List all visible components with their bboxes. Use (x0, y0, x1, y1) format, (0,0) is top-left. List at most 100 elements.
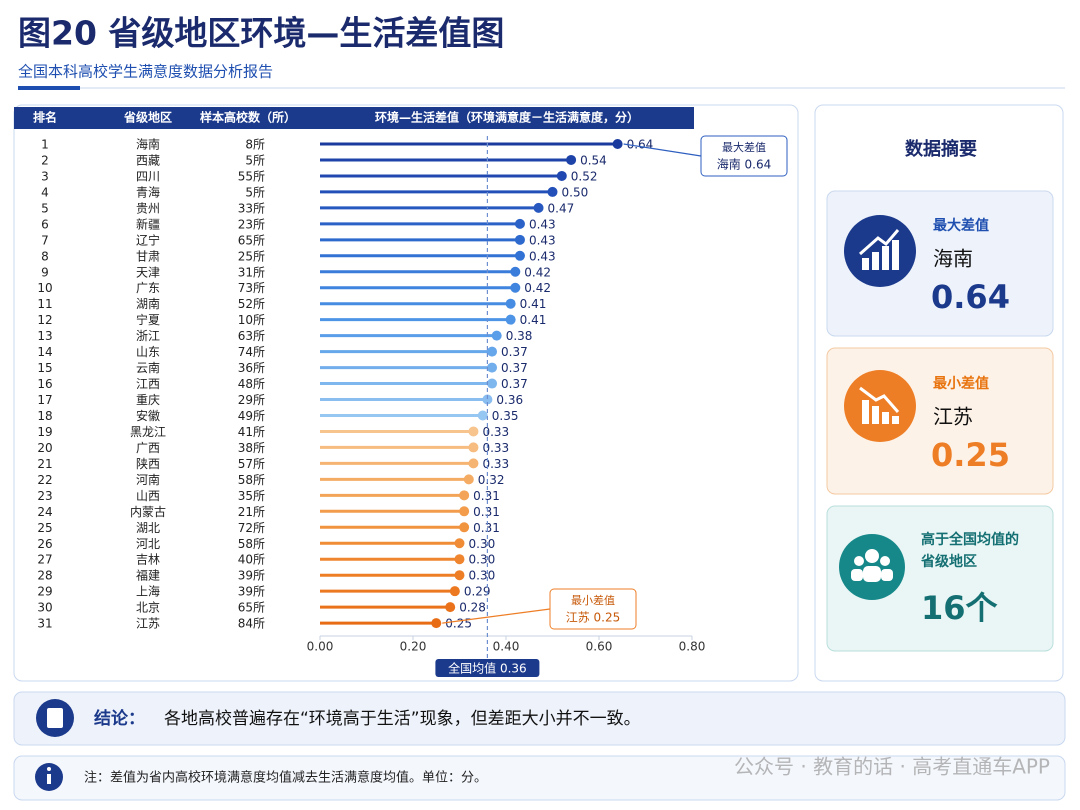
rank: 21 (37, 457, 52, 471)
sample-count: 48所 (238, 377, 265, 391)
sample-count: 5所 (245, 185, 265, 199)
sample-count: 38所 (238, 441, 265, 455)
rank: 7 (41, 233, 49, 247)
province: 重庆 (136, 393, 160, 407)
x-tick-label: 0.00 (307, 640, 334, 654)
dot (445, 602, 456, 613)
value-label: 0.33 (482, 425, 509, 439)
province: 广西 (136, 441, 160, 455)
rank: 3 (41, 169, 49, 183)
rank: 6 (41, 217, 49, 231)
sample-count: 35所 (238, 489, 265, 503)
card-title: 高于全国均值的省级地区 (920, 531, 1019, 570)
value-label: 0.43 (529, 249, 556, 263)
province: 青海 (136, 184, 160, 199)
sample-count: 58所 (238, 537, 265, 551)
rank: 12 (37, 313, 52, 327)
dot (505, 314, 516, 325)
sample-count: 57所 (238, 457, 265, 471)
x-tick-label: 0.60 (586, 640, 613, 654)
annotation-title: 最小差值 (571, 593, 615, 607)
icon-i-dot (47, 767, 51, 771)
value-label: 0.31 (473, 489, 500, 503)
province: 江西 (136, 377, 160, 391)
column-header: 省级地区 (123, 110, 172, 125)
value-label: 0.36 (496, 393, 523, 407)
province: 河南 (136, 472, 160, 487)
province: 海南 (136, 137, 160, 152)
rank: 20 (37, 441, 52, 455)
rank: 2 (41, 153, 49, 167)
card-value: 0.25 (931, 436, 1010, 474)
dot (556, 170, 567, 181)
value-label: 0.37 (501, 345, 528, 359)
rank: 16 (37, 377, 52, 391)
province: 上海 (136, 584, 160, 599)
rank: 23 (37, 489, 52, 503)
sample-count: 72所 (238, 521, 265, 535)
province: 北京 (136, 601, 160, 615)
table-header (14, 107, 694, 129)
card-region: 江苏 (933, 405, 973, 429)
rank: 18 (37, 409, 52, 423)
rank: 24 (37, 505, 52, 519)
rank: 27 (37, 553, 52, 567)
value-label: 0.42 (524, 281, 551, 295)
province: 湖南 (136, 296, 160, 311)
rank: 4 (41, 185, 49, 199)
rank: 17 (37, 393, 52, 407)
province: 山西 (136, 489, 160, 503)
value-label: 0.31 (473, 505, 500, 519)
value-label: 0.33 (482, 441, 509, 455)
rank: 30 (37, 601, 52, 615)
dot (487, 362, 498, 373)
rank: 28 (37, 569, 52, 583)
value-label: 0.37 (501, 361, 528, 375)
conclusion-label: 结论： (94, 708, 145, 729)
value-label: 0.28 (459, 601, 486, 615)
province: 西藏 (136, 153, 160, 167)
value-label: 0.42 (524, 265, 551, 279)
province: 甘肃 (136, 249, 160, 263)
dot (566, 154, 577, 165)
dot (463, 474, 474, 485)
dot (477, 410, 488, 421)
province: 黑龙江 (130, 425, 166, 439)
province: 新疆 (136, 216, 160, 231)
province: 福建 (136, 568, 160, 583)
value-label: 0.30 (469, 569, 496, 583)
value-label: 0.47 (548, 201, 575, 215)
dot (533, 202, 544, 213)
province: 山东 (136, 345, 160, 359)
sample-count: 5所 (245, 153, 265, 167)
icon-people (851, 549, 893, 582)
icon-doc (47, 708, 63, 728)
province: 云南 (136, 360, 160, 375)
sample-count: 8所 (245, 138, 265, 152)
annotation-arrow (623, 143, 702, 157)
rank: 8 (41, 249, 49, 263)
sample-count: 65所 (238, 601, 265, 615)
dot (487, 346, 498, 357)
rank: 26 (37, 537, 52, 551)
card-icon (844, 370, 916, 442)
dot (482, 394, 493, 405)
dot (431, 618, 442, 629)
rank: 13 (37, 329, 52, 343)
rank: 14 (37, 345, 52, 359)
province: 宁夏 (136, 312, 160, 327)
dot (491, 330, 502, 341)
value-label: 0.25 (445, 617, 472, 631)
annotation-text: 海南 0.64 (717, 157, 772, 172)
card-title: 最大差值 (933, 217, 989, 234)
column-header: 环境—生活差值（环境满意度－生活满意度，分） (375, 110, 639, 125)
rank: 19 (37, 425, 52, 439)
rank: 11 (37, 297, 52, 311)
card-icon (844, 215, 916, 287)
sample-count: 84所 (238, 617, 265, 631)
sample-count: 25所 (238, 249, 265, 263)
province: 天津 (136, 265, 160, 279)
rank: 10 (37, 281, 52, 295)
value-label: 0.50 (562, 185, 589, 199)
